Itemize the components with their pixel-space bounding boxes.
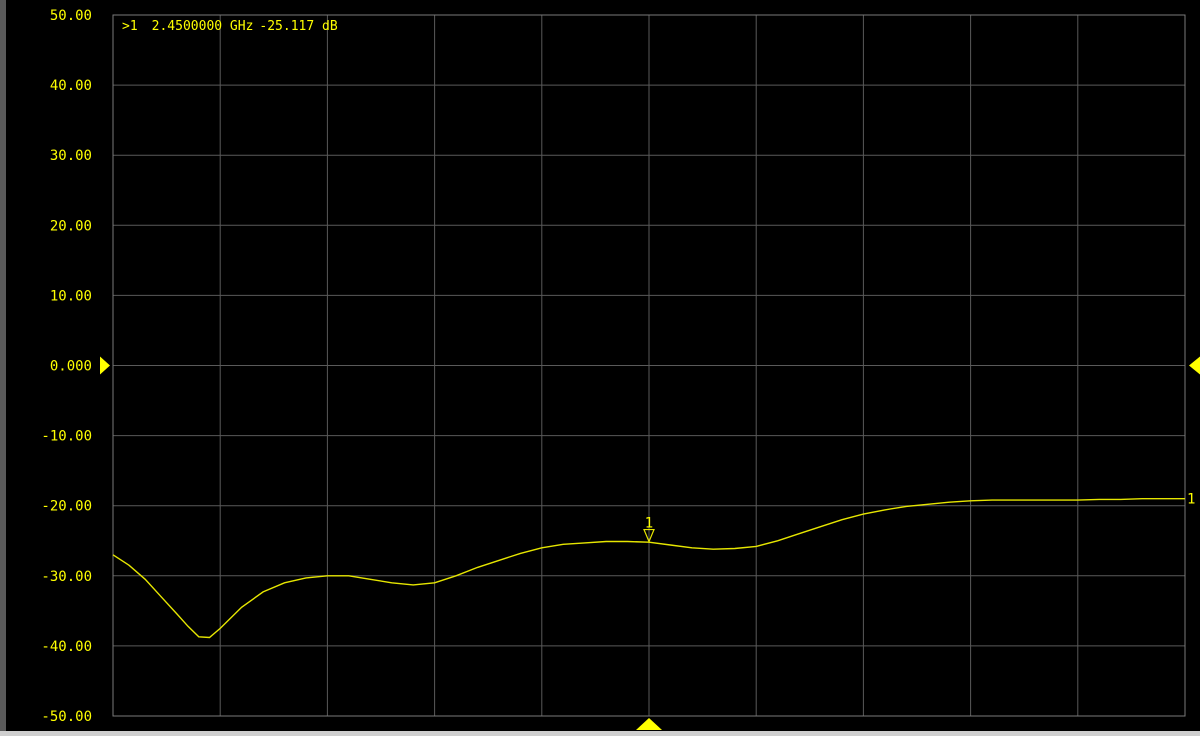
trace-end-label: 1 [1187,492,1195,508]
marker-readout-prefix: >1 [122,19,138,34]
window-bottom-edge [0,731,1200,736]
reference-level-right-arrow[interactable] [1189,356,1200,375]
marker-group: 1 [643,516,655,544]
y-tick-label-7: -20.00 [41,499,92,515]
y-tick-label-2: 30.00 [50,148,92,164]
window-left-edge [0,0,6,736]
trace-line [112,498,1185,639]
y-tick-label-9: -40.00 [41,639,92,655]
marker-readout-frequency: 2.4500000 GHz [152,19,254,34]
y-axis-ticks: 50.00 40.00 30.00 20.00 10.00 0.000 -10.00 -20.… [41,8,92,725]
marker-readout: >1 2.4500000 GHz -25.117 dB [122,19,338,34]
reference-level-left-arrow[interactable] [100,356,110,375]
marker-1-triangle[interactable] [643,528,655,544]
y-tick-label-6: -10.00 [41,429,92,445]
y-tick-label-8: -30.00 [41,569,92,585]
y-tick-label-4: 10.00 [50,288,92,304]
stimulus-position-arrow[interactable] [636,718,662,730]
y-tick-label-0: 50.00 [50,8,92,24]
y-tick-label-3: 20.00 [50,218,92,234]
marker-readout-value: -25.117 dB [259,19,337,34]
y-tick-label-5: 0.000 [50,359,92,375]
y-tick-label-10: -50.00 [41,709,92,725]
plot-frame [112,14,1186,717]
marker-1-label: 1 [645,516,653,532]
grid [112,14,1186,717]
y-tick-label-1: 40.00 [50,78,92,94]
